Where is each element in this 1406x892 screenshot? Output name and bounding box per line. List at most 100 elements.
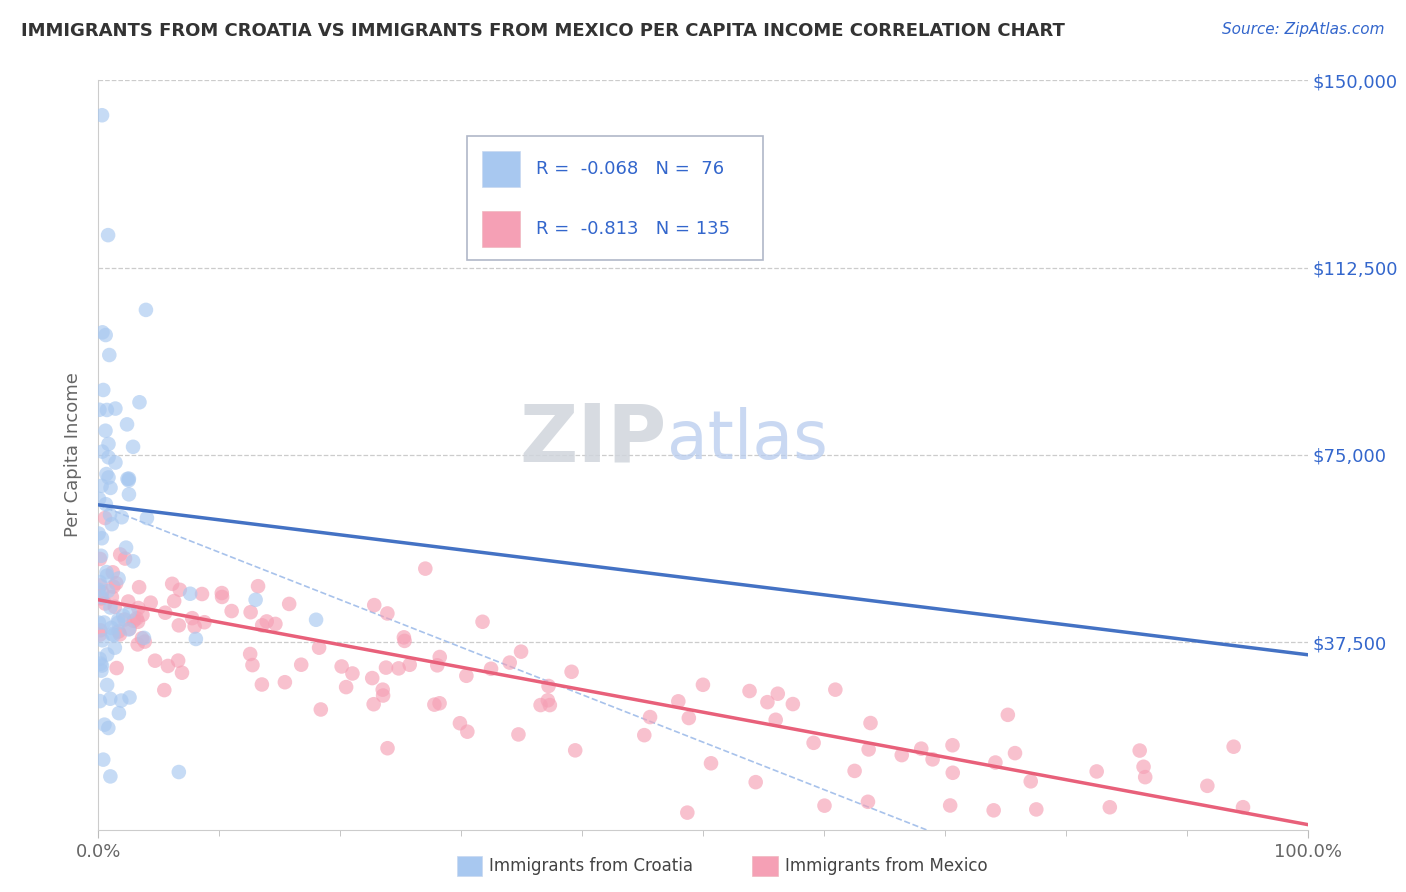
Text: Immigrants from Mexico: Immigrants from Mexico (785, 857, 987, 875)
Point (179, 587, 201, 601)
Point (97, 450, 120, 465)
Point (471, 615, 494, 629)
Point (508, 727, 530, 741)
Point (118, 623, 141, 637)
Point (803, 736, 825, 750)
Point (96, 565, 118, 579)
Point (90, 479, 112, 493)
Point (997, 707, 1019, 722)
Text: R =  -0.813   N = 135: R = -0.813 N = 135 (536, 219, 730, 237)
Point (128, 580, 150, 594)
Point (104, 456, 127, 470)
Point (1132, 760, 1154, 774)
Point (91, 326, 114, 340)
Point (211, 586, 233, 600)
Point (921, 752, 943, 766)
Point (89, 624, 111, 638)
Point (638, 710, 661, 724)
Point (131, 631, 153, 645)
Y-axis label: Per Capita Income: Per Capita Income (65, 373, 83, 537)
Point (135, 302, 157, 317)
Point (100, 621, 122, 635)
Point (90, 591, 112, 606)
Point (87, 526, 110, 541)
Point (221, 604, 243, 618)
Point (98, 508, 121, 522)
Point (305, 613, 328, 627)
Point (91, 444, 114, 458)
Point (910, 741, 932, 756)
Point (169, 582, 191, 597)
Point (537, 693, 560, 707)
Point (1222, 739, 1244, 754)
Point (245, 592, 267, 607)
Point (91, 585, 114, 599)
Point (858, 742, 880, 756)
Point (108, 706, 131, 721)
Point (89, 627, 111, 641)
Point (824, 682, 846, 697)
Point (94, 424, 117, 438)
Point (105, 661, 128, 675)
Point (136, 511, 159, 525)
Point (250, 677, 273, 691)
Point (89, 694, 111, 708)
Point (107, 624, 129, 639)
Point (183, 619, 205, 633)
Point (91, 753, 114, 767)
Point (330, 659, 353, 673)
Point (413, 561, 436, 575)
Point (859, 716, 882, 731)
Point (117, 472, 139, 486)
Point (941, 738, 963, 752)
Point (93, 615, 115, 630)
Point (377, 741, 399, 756)
Point (250, 618, 273, 632)
Point (143, 654, 166, 668)
Point (429, 696, 451, 710)
Point (87, 615, 110, 630)
Point (104, 401, 127, 416)
Point (363, 697, 385, 711)
Point (112, 608, 135, 623)
Point (90, 531, 112, 545)
Point (247, 579, 270, 593)
Point (392, 631, 415, 645)
Point (538, 698, 561, 712)
Point (239, 605, 262, 619)
Point (127, 615, 149, 629)
Point (890, 748, 912, 763)
Point (96, 467, 118, 481)
Text: atlas: atlas (666, 407, 828, 473)
Point (308, 640, 330, 655)
Point (105, 576, 128, 591)
Point (98, 769, 121, 783)
Point (744, 775, 766, 789)
Point (125, 611, 148, 625)
Point (529, 698, 551, 712)
Point (127, 637, 149, 651)
Point (388, 661, 411, 675)
Point (278, 597, 301, 611)
Point (239, 647, 262, 661)
Point (97, 470, 120, 484)
Point (1135, 770, 1157, 784)
Point (184, 632, 207, 646)
Point (104, 640, 127, 655)
Point (361, 671, 384, 685)
Point (122, 554, 145, 568)
Point (309, 702, 332, 716)
Point (167, 618, 190, 632)
Point (256, 615, 278, 629)
Point (97, 228, 120, 243)
Point (193, 615, 215, 630)
Point (91, 108, 114, 122)
Point (117, 594, 139, 608)
Point (429, 650, 451, 665)
Point (127, 601, 149, 615)
Point (371, 682, 394, 697)
Point (89, 578, 111, 592)
Point (342, 666, 364, 681)
Point (692, 678, 714, 692)
Point (89, 552, 111, 566)
